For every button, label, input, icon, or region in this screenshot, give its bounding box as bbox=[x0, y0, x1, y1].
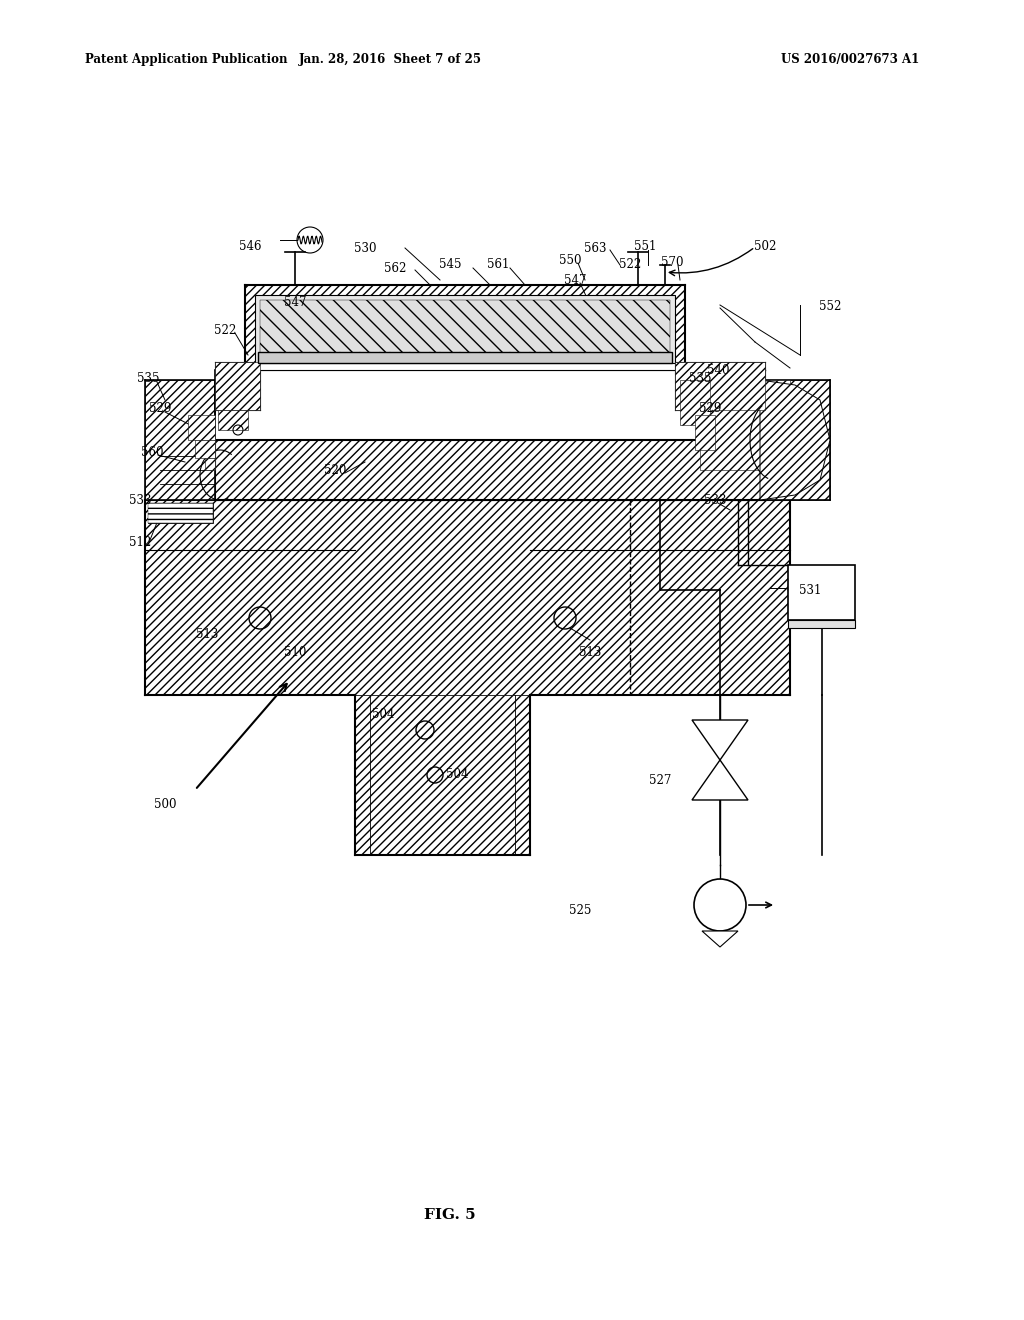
Text: 547: 547 bbox=[284, 297, 306, 309]
Bar bbox=[218, 411, 248, 430]
Text: 531: 531 bbox=[799, 583, 821, 597]
Bar bbox=[215, 362, 260, 411]
Text: 540: 540 bbox=[707, 363, 729, 376]
Text: 502: 502 bbox=[754, 240, 776, 253]
Bar bbox=[215, 440, 765, 500]
Bar bbox=[255, 294, 675, 366]
Text: 529: 529 bbox=[148, 401, 171, 414]
Bar bbox=[205, 458, 215, 470]
Text: 530: 530 bbox=[353, 242, 376, 255]
Bar bbox=[355, 696, 530, 855]
Text: 562: 562 bbox=[384, 261, 407, 275]
Polygon shape bbox=[760, 380, 830, 500]
Text: 504: 504 bbox=[372, 709, 394, 722]
Polygon shape bbox=[692, 719, 748, 760]
Polygon shape bbox=[702, 931, 738, 946]
Text: 551: 551 bbox=[634, 240, 656, 253]
Bar bbox=[195, 440, 215, 458]
Text: 520: 520 bbox=[324, 463, 346, 477]
Bar bbox=[258, 352, 672, 363]
Text: 527: 527 bbox=[649, 774, 671, 787]
Bar bbox=[260, 300, 670, 358]
Text: 545: 545 bbox=[438, 259, 461, 272]
Text: 522: 522 bbox=[618, 259, 641, 272]
Text: 570: 570 bbox=[660, 256, 683, 268]
Bar bbox=[148, 503, 213, 523]
Bar bbox=[245, 285, 685, 370]
Text: 522: 522 bbox=[214, 323, 237, 337]
Bar bbox=[148, 503, 213, 523]
Bar bbox=[788, 620, 855, 628]
Text: 504: 504 bbox=[445, 768, 468, 781]
Text: 561: 561 bbox=[486, 259, 509, 272]
Text: 535: 535 bbox=[137, 371, 160, 384]
Text: 533: 533 bbox=[703, 494, 726, 507]
Text: 550: 550 bbox=[559, 253, 582, 267]
Text: 510: 510 bbox=[284, 647, 306, 660]
Text: 500: 500 bbox=[154, 799, 176, 812]
Text: 546: 546 bbox=[239, 240, 261, 253]
Text: 513: 513 bbox=[579, 645, 601, 659]
Bar bbox=[695, 414, 715, 450]
Bar bbox=[255, 363, 675, 370]
Text: 533: 533 bbox=[129, 494, 152, 507]
Text: FIG. 5: FIG. 5 bbox=[424, 1208, 476, 1222]
Text: 512: 512 bbox=[129, 536, 152, 549]
Polygon shape bbox=[692, 760, 748, 800]
Bar bbox=[145, 500, 790, 696]
Text: Jan. 28, 2016  Sheet 7 of 25: Jan. 28, 2016 Sheet 7 of 25 bbox=[299, 54, 481, 66]
Text: 529: 529 bbox=[698, 401, 721, 414]
Text: US 2016/0027673 A1: US 2016/0027673 A1 bbox=[781, 54, 920, 66]
Text: 560: 560 bbox=[140, 446, 163, 458]
Text: 547: 547 bbox=[564, 273, 587, 286]
Text: 563: 563 bbox=[584, 242, 606, 255]
Bar bbox=[788, 565, 855, 620]
Bar bbox=[145, 380, 215, 500]
Text: 535: 535 bbox=[689, 371, 712, 384]
Text: Patent Application Publication: Patent Application Publication bbox=[85, 54, 288, 66]
Bar bbox=[700, 380, 790, 470]
Text: 513: 513 bbox=[196, 628, 218, 642]
Bar bbox=[680, 380, 710, 425]
Bar bbox=[188, 414, 215, 440]
Text: 552: 552 bbox=[819, 301, 841, 314]
Bar bbox=[675, 362, 765, 411]
Bar bbox=[765, 380, 830, 500]
Text: 525: 525 bbox=[568, 903, 591, 916]
